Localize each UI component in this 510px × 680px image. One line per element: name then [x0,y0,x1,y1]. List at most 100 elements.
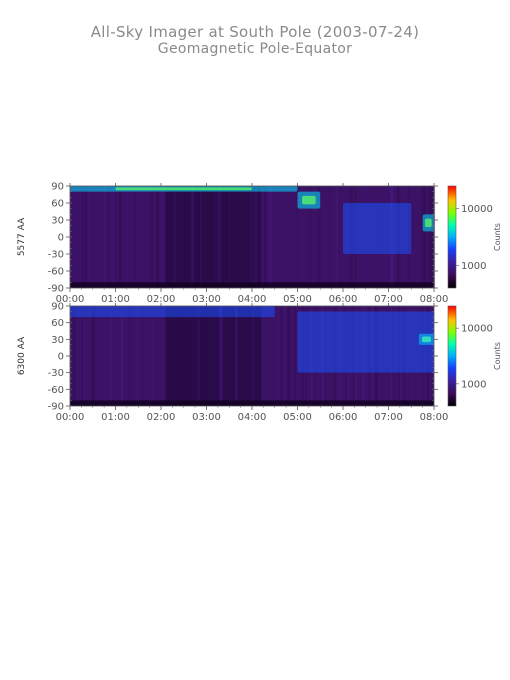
heatmap-streak [286,306,290,406]
heatmap-streak [173,186,176,288]
heatmap-streak [204,306,206,406]
colorbar-tick-label: 10000 [461,204,493,215]
heatmap-bottom-band [70,400,434,406]
y-tick-label: -60 [48,385,64,396]
heatmap-streak [339,186,342,288]
heatmap-streak [230,186,232,288]
y-tick-label: -90 [48,402,64,413]
heatmap-streak [168,306,172,406]
heatmap-streak [336,186,340,288]
heatmap-streak [130,306,134,406]
y-tick-label: 90 [51,302,64,313]
heatmap-streak [199,186,202,288]
heatmap-feature-3 [343,203,412,254]
heatmap-streak [219,306,222,406]
heatmap-streak [268,186,272,288]
heatmap-bottom-band [70,282,434,288]
heatmap-streak [270,186,273,288]
heatmap-streak [139,186,142,288]
title-block: All-Sky Imager at South Pole (2003-07-24… [0,23,510,58]
heatmap-dark-region [165,306,262,406]
x-tick-label: 05:00 [283,412,312,423]
heatmap-feature-core-1 [115,187,252,191]
heatmap-streak [283,306,287,406]
heatmap-streak [229,186,232,288]
heatmap-streak [423,186,427,288]
y-tick-label: 60 [51,199,64,210]
x-tick-label: 00:00 [56,412,85,423]
heatmap-streak [429,186,432,288]
y-axis-label: 5577 AA [17,217,27,256]
heatmap-streak [192,186,195,288]
chart-title: All-Sky Imager at South Pole (2003-07-24… [90,23,420,41]
heatmap-streak [102,306,104,406]
heatmap-streak [252,186,255,288]
heatmap-streak [190,186,193,288]
heatmap-streak [220,306,223,406]
heatmap-streak [185,306,188,406]
heatmap-streak [178,306,181,406]
heatmap-streak [249,186,253,288]
colorbar-tick-label: 10000 [461,324,493,335]
heatmap-streak [80,306,83,406]
heatmap-streak [225,306,229,406]
heatmap-streak [272,186,275,288]
heatmap-streak [152,306,154,406]
y-axis-label: 6300 AA [17,336,27,375]
heatmap-streak [94,306,96,406]
colorbar [447,305,457,407]
heatmap-streak [101,306,105,406]
heatmap-streak [188,186,192,288]
y-tick-label: 90 [51,182,64,193]
x-tick-label: 01:00 [101,294,130,305]
y-tick-label: -30 [48,250,64,261]
heatmap-streak [252,306,255,406]
heatmap-streak [279,306,283,406]
heatmap-streak [81,306,84,406]
heatmap-streak [337,186,341,288]
heatmap-streak [421,186,424,288]
heatmap-feature-core-4 [424,218,432,228]
heatmap-streak [336,186,339,288]
heatmap-streak [309,186,311,288]
heatmap-streak [213,186,216,288]
x-tick-label: 06:00 [329,294,358,305]
heatmap-streak [84,186,87,288]
heatmap-streak [255,186,258,288]
x-tick-label: 06:00 [329,412,358,423]
heatmap-dark-region [165,186,262,288]
heatmap-streak [287,306,290,406]
heatmap-streak [207,306,211,406]
heatmap-streak [328,186,331,288]
y-tick-label: 30 [51,335,64,346]
heatmap-streak [135,306,139,406]
heatmap-streak [142,306,144,406]
heatmap-streak [183,306,187,406]
heatmap-streak [139,186,142,288]
heatmap-streak [106,186,110,288]
y-tick-label: 30 [51,216,64,227]
heatmap-streak [127,306,130,406]
x-tick-label: 03:00 [192,294,221,305]
heatmap-streak [335,186,338,288]
colorbar-label: Counts [493,342,502,370]
x-tick-label: 04:00 [238,412,267,423]
x-tick-label: 02:00 [147,412,176,423]
heatmap-streak [103,186,106,288]
heatmap-streak [338,186,341,288]
heatmap-streak [72,306,76,406]
heatmap-streak [112,186,115,288]
heatmap-streak [218,306,221,406]
heatmap-streak [309,186,312,288]
x-tick-label: 07:00 [374,412,403,423]
heatmap-feature-1 [70,306,275,318]
heatmap-streak [234,306,238,406]
x-tick-label: 05:00 [283,294,312,305]
heatmap-streak [196,306,200,406]
y-tick-label: 0 [58,352,64,363]
heatmap-streak [317,186,319,288]
heatmap-feature-core-3 [421,336,431,343]
